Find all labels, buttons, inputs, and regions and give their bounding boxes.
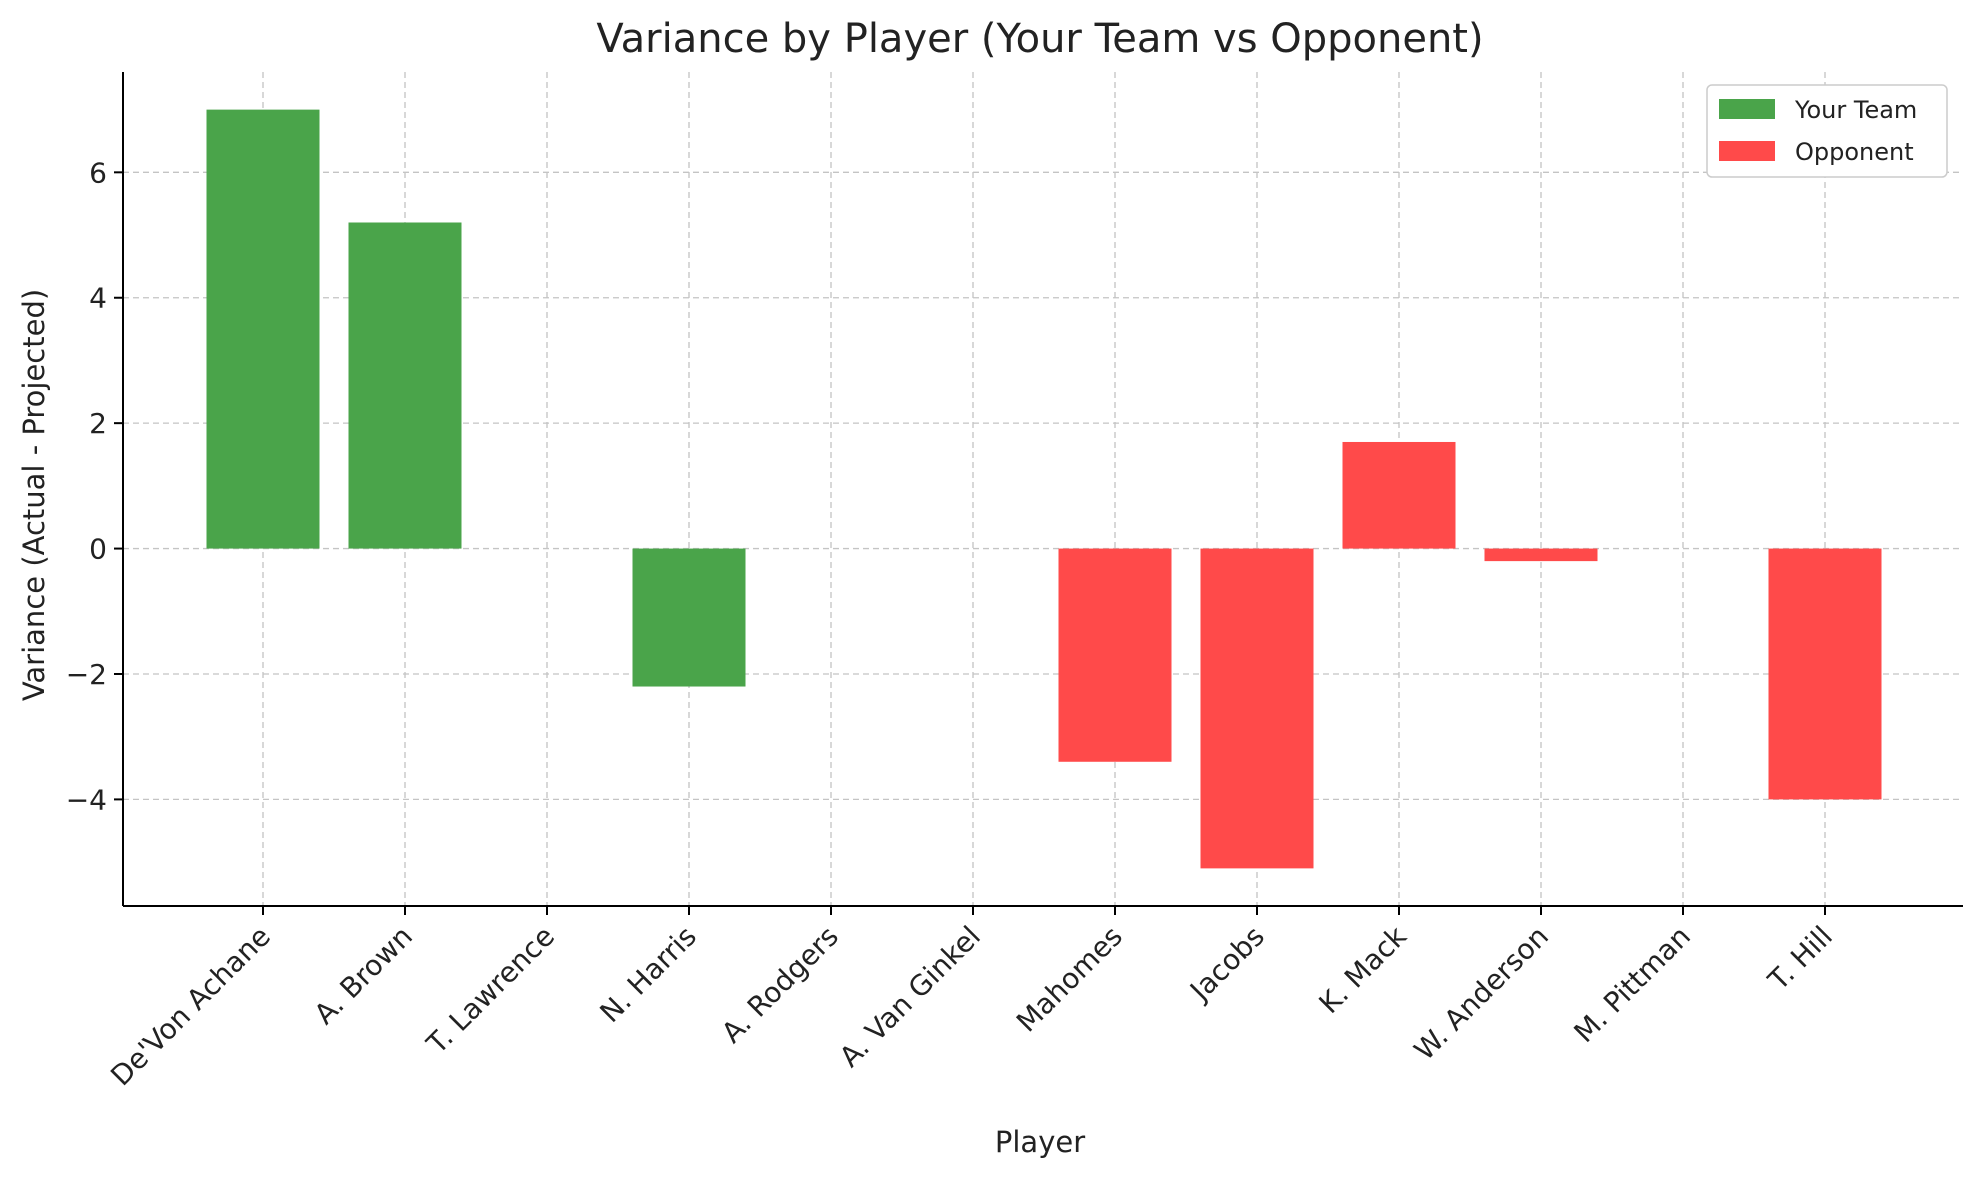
y-tick-label: −4	[66, 783, 107, 816]
x-tick-label: N. Harris	[593, 920, 703, 1030]
legend-label: Your Team	[1794, 96, 1917, 124]
x-axis-label: Player	[995, 1125, 1085, 1159]
legend-swatch	[1719, 141, 1775, 161]
legend: Your Team Opponent	[1706, 84, 1948, 178]
bar-opponent-11	[1768, 548, 1882, 800]
x-tick-label: A. Van Ginkel	[833, 920, 987, 1074]
y-tick-label: −2	[66, 658, 107, 691]
bar-opponent-6	[1058, 548, 1172, 762]
x-tick-label: A. Rodgers	[715, 920, 845, 1050]
bars	[206, 109, 1882, 869]
bar-your-team-1	[348, 222, 462, 549]
bar-your-team-0	[206, 109, 320, 549]
y-tick-label: 4	[89, 282, 107, 315]
axes	[122, 72, 1963, 907]
x-tick-label: T. Lawrence	[420, 920, 561, 1061]
grid	[123, 72, 1963, 906]
x-tick-label: K. Mack	[1312, 919, 1413, 1020]
x-tick-label: M. Pittman	[1567, 920, 1697, 1050]
chart-title: Variance by Player (Your Team vs Opponen…	[596, 16, 1483, 62]
x-tick-label: W. Anderson	[1408, 920, 1555, 1067]
bar-your-team-3	[632, 548, 746, 687]
y-tick-label: 2	[89, 407, 107, 440]
legend-label: Opponent	[1795, 138, 1914, 166]
y-tick-label: 0	[89, 533, 107, 566]
x-tick-label: Mahomes	[1010, 920, 1129, 1039]
x-tick-label: A. Brown	[308, 920, 419, 1031]
y-axis-label: Variance (Actual - Projected)	[17, 289, 51, 701]
y-tick-label: 6	[89, 156, 107, 189]
bar-opponent-9	[1484, 548, 1598, 562]
bar-opponent-7	[1200, 548, 1314, 869]
bar-opponent-8	[1342, 441, 1456, 549]
tick-labels: −4 −2 0 2 4 6 De'Von Achane A. Brown T. Lawrence…	[66, 156, 1839, 1092]
x-tick-label: De'Von Achane	[104, 920, 277, 1093]
legend-swatch	[1719, 99, 1775, 119]
x-tick-label: T. Hill	[1761, 920, 1839, 998]
x-tick-label: Jacobs	[1182, 920, 1271, 1009]
